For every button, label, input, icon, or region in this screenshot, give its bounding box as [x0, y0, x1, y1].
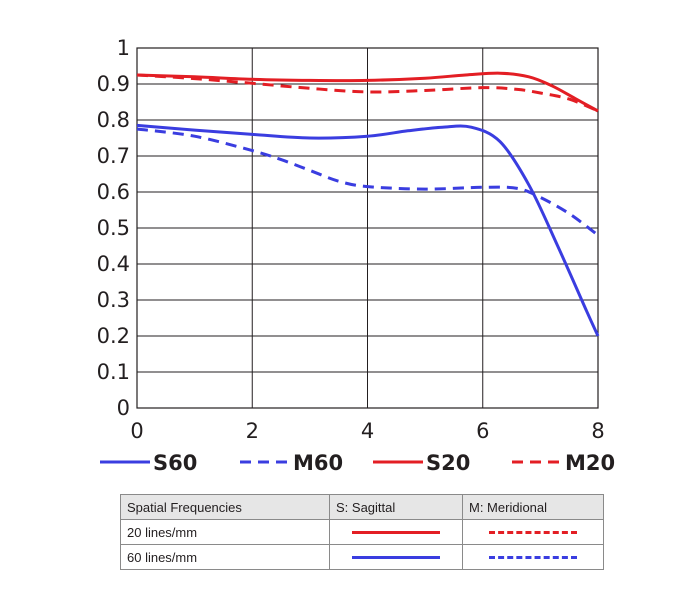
sample-sagittal-60: [329, 544, 463, 570]
y-tick-label: 0.1: [97, 360, 130, 384]
header-meridional: M: Meridional: [462, 494, 604, 520]
mtf-chart: 0 0.1 0.2 0.3 0.4 0.5 0.6 0.7 0.8 0.9 1 0 2 4 6 8 S60 M6…: [97, 36, 616, 475]
legend-label-s60: S60: [153, 451, 197, 475]
chart-legend: S60 M60 S20 M20: [100, 451, 615, 475]
y-tick-label: 0.7: [97, 144, 130, 168]
line-sample-icon: [352, 530, 440, 534]
legend-label-s20: S20: [426, 451, 470, 475]
y-tick-label: 0.5: [97, 216, 130, 240]
line-sample-icon: [352, 555, 440, 559]
series-line-s20: [136, 71, 599, 113]
chart-series: [136, 71, 600, 337]
series-line-s60: [136, 123, 600, 337]
y-tick-label: 1: [117, 36, 130, 60]
x-tick-label: 4: [361, 419, 374, 443]
line-sample-icon: [489, 530, 577, 534]
y-tick-label: 0.6: [97, 180, 130, 204]
row-label-20: 20 lines/mm: [120, 519, 330, 545]
sample-sagittal-20: [329, 519, 463, 545]
y-tick-label: 0.4: [97, 252, 130, 276]
chart-ticks: 0 0.1 0.2 0.3 0.4 0.5 0.6 0.7 0.8 0.9 1 0 2 4 6 8: [97, 36, 605, 443]
plot-frame: [136, 47, 599, 409]
y-tick-label: 0.8: [97, 108, 130, 132]
sample-meridional-60: [462, 544, 604, 570]
x-tick-label: 6: [476, 419, 489, 443]
series-line-m60: [136, 127, 599, 237]
spatial-frequency-table: Spatial Frequencies S: Sagittal M: Merid…: [120, 494, 604, 570]
y-tick-label: 0.3: [97, 288, 130, 312]
x-tick-label: 0: [130, 419, 143, 443]
header-sagittal: S: Sagittal: [329, 494, 463, 520]
y-tick-label: 0.2: [97, 324, 130, 348]
line-sample-icon: [489, 555, 577, 559]
x-tick-label: 8: [591, 419, 604, 443]
row-label-60: 60 lines/mm: [120, 544, 330, 570]
table-row-20: 20 lines/mm: [120, 519, 604, 545]
table-row-60: 60 lines/mm: [120, 544, 604, 570]
legend-label-m60: M60: [293, 451, 343, 475]
sample-meridional-20: [462, 519, 604, 545]
x-tick-label: 2: [246, 419, 259, 443]
header-spatial-frequencies: Spatial Frequencies: [120, 494, 330, 520]
table-header-row: Spatial Frequencies S: Sagittal M: Merid…: [120, 494, 604, 520]
series-line-m20: [136, 73, 599, 113]
legend-label-m20: M20: [565, 451, 615, 475]
y-tick-label: 0.9: [97, 72, 130, 96]
chart-grid: [136, 47, 599, 409]
y-tick-label: 0: [117, 396, 130, 420]
